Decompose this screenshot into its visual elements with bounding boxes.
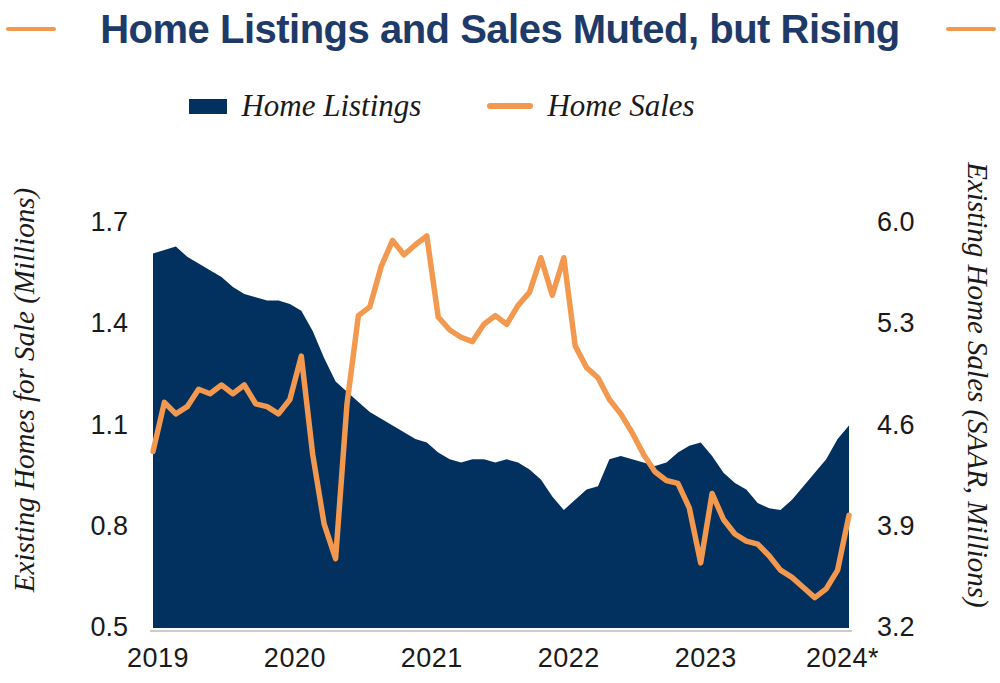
plot-area [0,0,1000,683]
x-tick-2021: 2021 [382,645,482,672]
chart-page: Home Listings and Sales Muted, but Risin… [0,0,1000,683]
y-left-tick-1.4: 1.4 [58,310,128,337]
y-left-tick-0.5: 0.5 [58,614,128,641]
y-left-tick-1.1: 1.1 [58,412,128,439]
y-left-tick-1.7: 1.7 [58,209,128,236]
y-right-tick-3.9: 3.9 [877,513,957,540]
y-right-tick-4.6: 4.6 [877,412,957,439]
y-right-tick-6.0: 6.0 [877,209,957,236]
x-tick-2024*: 2024* [793,645,893,672]
y-left-tick-0.8: 0.8 [58,513,128,540]
x-tick-2022: 2022 [519,645,619,672]
y-right-tick-3.2: 3.2 [877,614,957,641]
home-listings-area [153,247,849,628]
x-tick-2020: 2020 [245,645,345,672]
x-tick-2023: 2023 [656,645,756,672]
x-tick-2019: 2019 [108,645,208,672]
y-right-tick-5.3: 5.3 [877,310,957,337]
